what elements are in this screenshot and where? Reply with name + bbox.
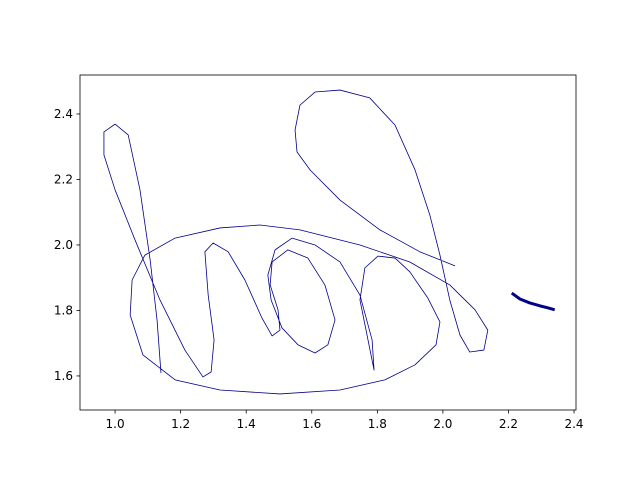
x-tick-label: 2.2	[499, 417, 518, 431]
x-tick-label: 1.6	[302, 417, 321, 431]
x-tick-label: 1.0	[106, 417, 125, 431]
y-tick-label: 1.6	[54, 369, 73, 383]
y-tick-label: 1.8	[54, 303, 73, 317]
plot-frame	[79, 74, 577, 411]
y-tick-label: 2.4	[54, 107, 73, 121]
x-tick-label: 2.0	[433, 417, 452, 431]
trajectory-line	[103, 89, 489, 395]
y-tick-label: 2.0	[54, 238, 73, 252]
x-tick-label: 1.4	[237, 417, 256, 431]
x-tick-label: 2.4	[564, 417, 583, 431]
x-tick-label: 1.8	[368, 417, 387, 431]
y-tick-label: 2.2	[54, 172, 73, 186]
trajectory-line	[510, 291, 556, 312]
x-tick-label: 1.2	[171, 417, 190, 431]
